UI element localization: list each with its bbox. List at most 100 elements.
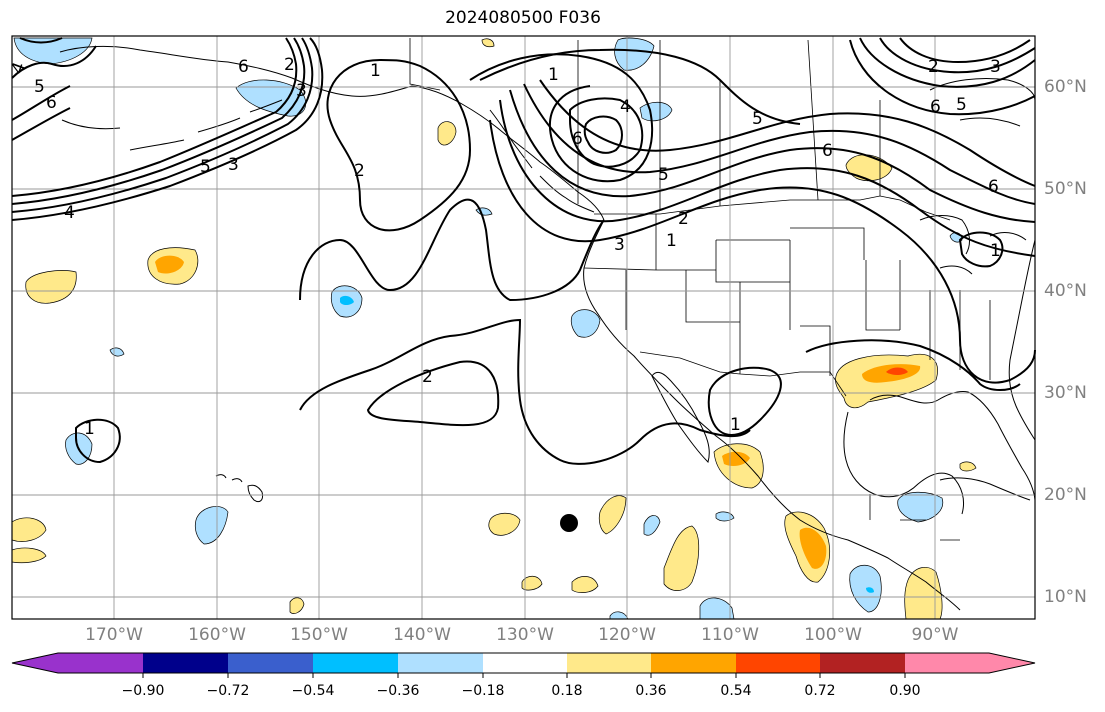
contour-label: 6 bbox=[930, 97, 941, 117]
contour-label: 1 bbox=[548, 65, 559, 85]
aleutian-islands bbox=[61, 99, 283, 151]
contour-ridge bbox=[499, 99, 1036, 257]
hudson-bay bbox=[929, 77, 1036, 127]
map-title: 2024080500 F036 bbox=[445, 8, 601, 28]
fill-positive bbox=[289, 597, 305, 614]
colorbar-tick-label: −0.36 bbox=[376, 683, 420, 699]
contour-label: 1 bbox=[84, 419, 95, 439]
anomaly-fills bbox=[11, 37, 977, 620]
contour-ne bbox=[879, 37, 1036, 74]
contour-gulf bbox=[805, 339, 1021, 391]
latitude-label: 50°N bbox=[1044, 179, 1087, 199]
contour-1-mexico bbox=[707, 366, 782, 436]
contour-6-bc bbox=[583, 115, 623, 154]
fill-negative bbox=[897, 491, 944, 523]
colorbar-outline bbox=[11, 652, 1036, 674]
fill-positive bbox=[481, 38, 495, 48]
contour-label: 3 bbox=[614, 235, 625, 255]
contour-band-west bbox=[11, 37, 324, 221]
fill-positive-core bbox=[155, 255, 184, 274]
longitude-label: 120°W bbox=[598, 625, 656, 645]
fill-positive bbox=[25, 270, 77, 304]
colorbar bbox=[11, 652, 1036, 678]
contour-band-west bbox=[11, 85, 71, 141]
colorbar-segment bbox=[567, 653, 651, 673]
contour-band-west bbox=[11, 37, 298, 197]
contour-label: 6 bbox=[572, 129, 583, 149]
contour-label: 3 bbox=[296, 81, 307, 101]
contour-label: 2 bbox=[678, 209, 689, 229]
storm-marker-dot bbox=[560, 514, 578, 532]
contour-label: 5 bbox=[200, 157, 211, 177]
colorbar-segment bbox=[228, 653, 313, 673]
contour-label: 3 bbox=[228, 155, 239, 175]
contour-label: 4 bbox=[64, 203, 75, 223]
us-west-coast bbox=[583, 219, 961, 611]
contour-label: 1 bbox=[990, 241, 1001, 261]
fill-negative bbox=[643, 515, 661, 536]
contour-ne bbox=[899, 37, 1031, 64]
contour-2-lower bbox=[299, 318, 751, 465]
bc-coast bbox=[489, 109, 595, 213]
gridlines bbox=[12, 36, 1035, 619]
colorbar-tick-label: 0.90 bbox=[889, 683, 921, 699]
colorbar-segment bbox=[483, 653, 567, 673]
contour-2-big bbox=[299, 198, 605, 302]
contour-label: 6 bbox=[822, 141, 833, 161]
fill-negative bbox=[715, 511, 735, 522]
contour-label: 2 bbox=[928, 57, 939, 77]
longitude-label: 160°W bbox=[188, 625, 246, 645]
fill-negative bbox=[570, 309, 601, 338]
longitude-label: 170°W bbox=[85, 625, 143, 645]
contour-1-west bbox=[75, 418, 121, 464]
longitude-label: 140°W bbox=[393, 625, 451, 645]
fill-negative-core bbox=[866, 587, 874, 593]
fill-positive bbox=[437, 121, 457, 146]
contour-ridge bbox=[509, 89, 1036, 223]
contour-label: 4 bbox=[620, 97, 631, 117]
colorbar-tick-label: 0.54 bbox=[720, 683, 752, 699]
colorbar-tick-label: −0.54 bbox=[291, 683, 335, 699]
colorbar-segment bbox=[820, 653, 905, 673]
contour-label: 5 bbox=[956, 95, 967, 115]
fill-positive bbox=[11, 547, 47, 564]
fill-negative bbox=[699, 597, 735, 620]
colorbar-segment bbox=[58, 653, 143, 673]
colorbar-tick-label: −0.18 bbox=[461, 683, 505, 699]
colorbar-tick-label: 0.18 bbox=[551, 683, 583, 699]
longitude-label: 110°W bbox=[701, 625, 759, 645]
contour-label: 1 bbox=[666, 231, 677, 251]
us-mexico-border bbox=[639, 351, 847, 397]
colorbar-tick-label: −0.90 bbox=[121, 683, 165, 699]
longitude-label: 130°W bbox=[496, 625, 554, 645]
alaska-coast bbox=[59, 45, 605, 221]
contour-label: 2 bbox=[422, 367, 433, 387]
latitude-label: 30°N bbox=[1044, 383, 1087, 403]
colorbar-tick-label: 0.36 bbox=[635, 683, 667, 699]
colorbar-segment bbox=[143, 653, 228, 673]
contour-ridge bbox=[489, 119, 1036, 384]
colorbar-segment bbox=[736, 653, 820, 673]
contour-label: 5 bbox=[658, 165, 669, 185]
fill-positive bbox=[959, 461, 977, 472]
fill-positive bbox=[488, 512, 521, 536]
colorbar-segment bbox=[398, 653, 483, 673]
contour-ridge bbox=[539, 79, 1036, 187]
contour-label: 6 bbox=[238, 57, 249, 77]
latitude-label: 60°N bbox=[1044, 77, 1087, 97]
gulf-of-mexico-coast bbox=[843, 391, 1036, 515]
coastlines bbox=[59, 45, 1036, 611]
fill-negative bbox=[235, 79, 307, 117]
fill-negative bbox=[849, 564, 882, 613]
longitude-label: 90°W bbox=[911, 625, 959, 645]
contour-nw bbox=[11, 37, 97, 79]
fill-negative bbox=[614, 37, 655, 71]
colorbar-extend-high bbox=[989, 653, 1035, 673]
contour-label: 5 bbox=[752, 109, 763, 129]
central-america-borders bbox=[869, 494, 960, 541]
latitude-label: 40°N bbox=[1044, 281, 1087, 301]
latitude-label: 10°N bbox=[1044, 587, 1087, 607]
contour-band-west bbox=[11, 37, 306, 205]
longitude-label: 100°W bbox=[804, 625, 862, 645]
